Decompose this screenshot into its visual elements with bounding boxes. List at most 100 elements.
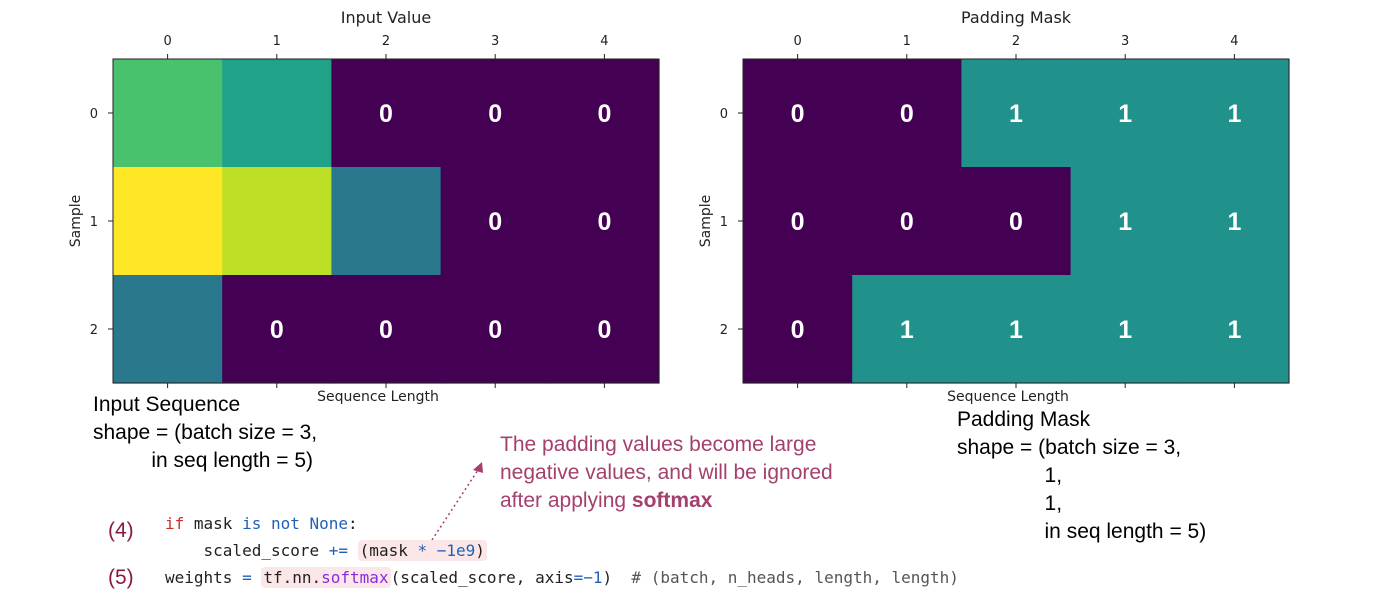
x-tick-label: 0 — [163, 34, 171, 49]
x-tick-label: 1 — [903, 34, 911, 49]
code-scaled-score: scaled_score — [165, 541, 329, 560]
cell-value-label: 0 — [791, 100, 805, 128]
y-axis-label: Sample — [698, 195, 714, 248]
heatmap-cell — [549, 59, 660, 168]
heatmap-cell — [440, 275, 551, 384]
code-axis-value: −1 — [583, 568, 603, 587]
heatmap-cell — [440, 167, 551, 276]
heatmap-cell — [1070, 275, 1181, 384]
x-tick-label: 2 — [382, 34, 390, 49]
cell-value-label: 1 — [1009, 100, 1023, 128]
code-softmax-args: (scaled_score, axis — [390, 568, 574, 587]
code-softmax-fn: softmax — [321, 568, 389, 587]
cell-value-label: 0 — [270, 316, 284, 344]
code-colon: : — [348, 514, 358, 533]
heatmap-cell — [852, 59, 962, 168]
cell-value-label: 0 — [791, 208, 805, 236]
annotation-note: The padding values become large negative… — [500, 431, 833, 515]
cell-value-label: 1 — [900, 316, 914, 344]
padding-mask-caption: Padding Mask shape = (batch size = 3, 1,… — [957, 408, 1207, 543]
cell-value-label: 0 — [379, 100, 393, 128]
cell-value-label: 1 — [1118, 100, 1132, 128]
cell-value-label: 0 — [900, 100, 914, 128]
chart-title: Padding Mask — [961, 8, 1072, 27]
cell-value-label: 0 — [597, 316, 611, 344]
softmax-emphasis: softmax — [631, 489, 713, 512]
cell-value-label: 0 — [379, 316, 393, 344]
cell-value-label: 0 — [900, 208, 914, 236]
x-tick-label: 1 — [273, 34, 281, 49]
heatmap-cell — [852, 275, 962, 384]
annotation-line-1: The padding values become large — [500, 433, 817, 456]
cell-value-label: 0 — [488, 316, 502, 344]
heatmap-cell — [1179, 275, 1290, 384]
heatmap-cell — [549, 275, 660, 384]
heatmap-cell — [743, 275, 853, 384]
annotation-line-2: negative values, and will be ignored — [500, 461, 833, 484]
code-space: not — [261, 514, 310, 533]
annotation-arrowhead — [473, 462, 483, 473]
heatmap-cell — [113, 275, 223, 384]
code-is-keyword: is — [242, 514, 262, 533]
softmax-highlight: tf.nn.softmax — [261, 567, 391, 588]
heatmap-cell — [743, 167, 853, 276]
code-neg-large: −1e9 — [427, 541, 476, 560]
code-line-1: if mask is not None: — [165, 514, 358, 534]
heatmap-cell — [331, 275, 442, 384]
mask-scaling-highlight: (mask * −1e9) — [357, 540, 487, 561]
x-axis-label: Sequence Length — [317, 389, 439, 405]
x-tick-label: 3 — [1121, 34, 1129, 49]
heatmap-cell — [961, 275, 1072, 384]
heatmap-cell — [222, 167, 332, 276]
cell-value-label: 0 — [791, 316, 805, 344]
x-tick-label: 4 — [1230, 34, 1238, 49]
code-tf-nn: tf.nn. — [263, 568, 322, 587]
cell-value-label: 1 — [1009, 316, 1023, 344]
heatmap-cell — [222, 59, 332, 168]
padding-mask-heatmap: 0 0 1 1 1 0 0 0 1 1 0 1 1 1 1 0 1 2 3 4 0 1 2 Padding Mask Seque… — [698, 8, 1290, 405]
heatmap-cell — [113, 59, 223, 168]
code-axis-equals: = — [573, 568, 584, 587]
heatmap-cell — [331, 59, 442, 168]
input-value-heatmap: 0 0 0 0 0 0 0 0 0 0 1 2 3 4 0 1 2 Input Value Sequence Len… — [68, 8, 660, 405]
code-plus-equals: += — [328, 541, 349, 560]
heatmap-cell — [1179, 167, 1290, 276]
cell-value-label: 0 — [488, 100, 502, 128]
input-sequence-caption: Input Sequence shape = (batch size = 3, … — [93, 393, 318, 472]
step-4-label: (4) — [108, 519, 134, 542]
step-5-label: (5) — [108, 566, 134, 589]
cell-value-label: 1 — [1227, 100, 1241, 128]
y-tick-label: 0 — [720, 107, 728, 122]
heatmap-cell — [852, 167, 962, 276]
code-close-paren: ) — [602, 568, 632, 587]
cell-value-label: 0 — [488, 208, 502, 236]
cell-value-label: 0 — [597, 208, 611, 236]
cell-value-label: 1 — [1227, 316, 1241, 344]
code-comment: # (batch, n_heads, length, length) — [631, 568, 959, 587]
code-weights: weights — [165, 568, 243, 587]
heatmap-cell — [222, 275, 332, 384]
code-mask-close: ) — [475, 541, 485, 560]
cell-value-label: 0 — [597, 100, 611, 128]
y-tick-label: 0 — [90, 107, 98, 122]
y-tick-label: 1 — [90, 215, 98, 230]
heatmap-cell — [961, 59, 1072, 168]
heatmap-cell — [1070, 59, 1181, 168]
code-if-keyword: if — [165, 514, 185, 533]
heatmap-cell — [549, 167, 660, 276]
annotation-arrow — [431, 469, 479, 541]
heatmap-cell — [113, 167, 223, 276]
y-axis-label: Sample — [68, 195, 84, 248]
code-assign: = — [242, 568, 252, 587]
cell-value-label: 1 — [1118, 208, 1132, 236]
heatmap-cell — [961, 167, 1072, 276]
heatmap-cell — [331, 167, 442, 276]
cell-value-label: 1 — [1227, 208, 1241, 236]
x-tick-label: 4 — [600, 34, 608, 49]
code-line-3: weights = tf.nn.softmax (scaled_score, ax… — [165, 567, 959, 588]
code-line-2: scaled_score += (mask * −1e9) — [165, 540, 487, 561]
cell-value-label: 1 — [1118, 316, 1132, 344]
cell-value-label: 0 — [1009, 208, 1023, 236]
y-tick-label: 1 — [720, 215, 728, 230]
